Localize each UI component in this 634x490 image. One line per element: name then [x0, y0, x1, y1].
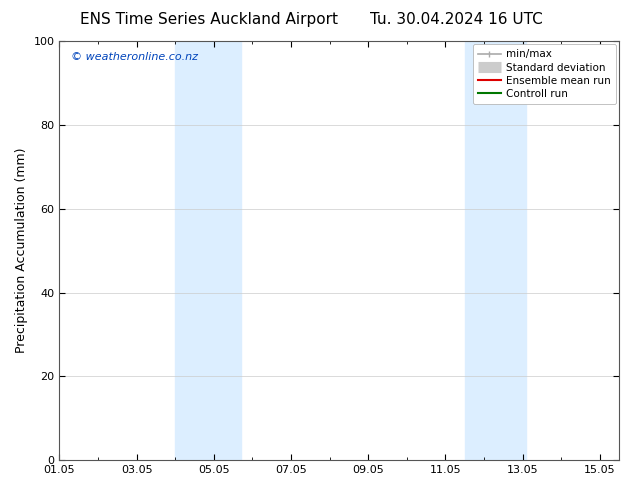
Bar — [175, 41, 241, 460]
Text: © weatheronline.co.nz: © weatheronline.co.nz — [70, 51, 198, 62]
Y-axis label: Precipitation Accumulation (mm): Precipitation Accumulation (mm) — [15, 148, 28, 353]
Bar — [465, 41, 526, 460]
Text: Tu. 30.04.2024 16 UTC: Tu. 30.04.2024 16 UTC — [370, 12, 543, 27]
Text: ENS Time Series Auckland Airport: ENS Time Series Auckland Airport — [81, 12, 338, 27]
Legend: min/max, Standard deviation, Ensemble mean run, Controll run: min/max, Standard deviation, Ensemble me… — [472, 44, 616, 104]
